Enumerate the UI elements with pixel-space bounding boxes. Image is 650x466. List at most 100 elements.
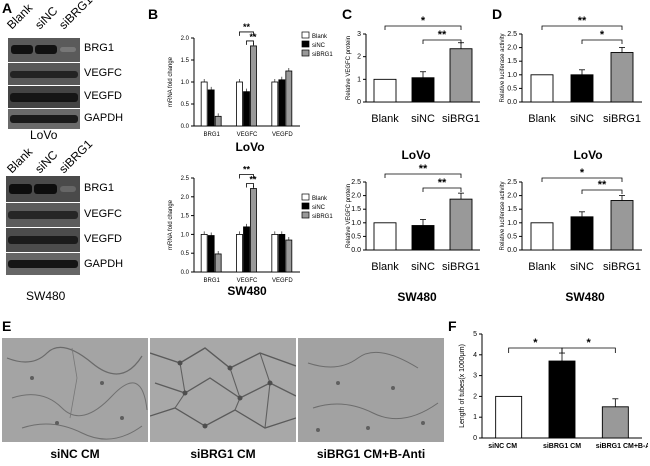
bar bbox=[243, 91, 250, 127]
bar bbox=[495, 395, 523, 439]
significance-marker: * bbox=[421, 15, 426, 27]
y-axis-label: Relative VEGFC protein bbox=[346, 184, 352, 248]
blot-strip-gapdh bbox=[6, 253, 80, 275]
significance-marker: ** bbox=[249, 175, 257, 185]
y-tick-label: 0.5 bbox=[351, 233, 361, 240]
y-tick-label: 2.0 bbox=[351, 193, 361, 200]
x-tick-label: siBRG1 CM bbox=[543, 443, 581, 450]
bar bbox=[236, 81, 243, 127]
bar bbox=[449, 198, 473, 251]
y-tick-label: 0 bbox=[357, 99, 361, 106]
significance-bracket bbox=[581, 39, 623, 44]
significance-marker: ** bbox=[578, 15, 587, 27]
legend-swatch bbox=[301, 49, 310, 57]
y-tick-label: 1.0 bbox=[507, 220, 517, 227]
x-tick-label: VEGFC bbox=[237, 278, 258, 284]
chart-caption: LoVo bbox=[401, 148, 431, 162]
y-axis-label: mRNA fold change bbox=[168, 56, 174, 107]
y-tick-label: 1.0 bbox=[507, 72, 517, 79]
cell-line-label: LoVo bbox=[30, 128, 58, 142]
bar bbox=[373, 222, 397, 251]
bar bbox=[271, 81, 279, 127]
micrograph-caption: siBRG1 CM+B-Anti bbox=[316, 447, 426, 461]
micrograph-texture bbox=[298, 338, 444, 442]
significance-bracket bbox=[541, 177, 623, 182]
bar bbox=[610, 52, 634, 103]
y-axis-label: mRNA fold change bbox=[168, 199, 174, 250]
bar bbox=[250, 188, 257, 273]
y-axis-label: Length of tubes(x 1000μm) bbox=[459, 344, 466, 428]
y-tick-label: 2.0 bbox=[181, 195, 190, 201]
blot-strip-vegfc bbox=[6, 203, 80, 227]
bar bbox=[373, 78, 397, 103]
y-tick-label: 1.5 bbox=[507, 206, 517, 213]
significance-marker: * bbox=[600, 29, 605, 41]
bar bbox=[601, 406, 629, 439]
band-label: VEGFD bbox=[84, 233, 122, 245]
y-tick-label: 0 bbox=[473, 435, 477, 442]
x-tick-label: Blank bbox=[371, 113, 399, 125]
bar bbox=[207, 89, 215, 127]
x-tick-label: Blank bbox=[371, 261, 399, 273]
legend-label: Blank bbox=[312, 196, 328, 202]
y-tick-label: 1.5 bbox=[507, 58, 517, 65]
significance-marker: ** bbox=[419, 163, 428, 175]
x-tick-label: siBRG1 bbox=[603, 261, 641, 273]
band-label: GAPDH bbox=[84, 112, 124, 124]
bar bbox=[214, 115, 222, 127]
bar bbox=[271, 234, 279, 273]
y-tick-label: 1 bbox=[473, 414, 477, 421]
panel-letter-d: D bbox=[492, 6, 503, 22]
bar bbox=[570, 216, 594, 251]
blot-strip-brg1 bbox=[8, 38, 80, 62]
significance-bracket bbox=[246, 183, 254, 188]
significance-bracket bbox=[384, 173, 462, 178]
y-axis-label: Relative VEGFC protein bbox=[346, 36, 352, 100]
y-tick-label: 1.5 bbox=[181, 214, 190, 220]
y-tick-label: 2.0 bbox=[181, 36, 190, 42]
x-tick-label: BRG1 bbox=[203, 278, 220, 284]
x-tick-label: VEGFC bbox=[237, 132, 258, 138]
bar bbox=[243, 226, 250, 273]
chart-caption: SW480 bbox=[227, 284, 267, 298]
legend-label: siBRG1 bbox=[312, 52, 333, 58]
bar bbox=[250, 45, 257, 127]
micrograph-texture bbox=[2, 338, 148, 442]
y-tick-label: 1 bbox=[357, 76, 361, 83]
y-tick-label: 1.0 bbox=[351, 220, 361, 227]
bar bbox=[278, 234, 286, 273]
blot-strip-vegfd bbox=[8, 86, 80, 108]
significance-marker: * bbox=[580, 167, 585, 179]
band-label: VEGFC bbox=[84, 208, 122, 220]
micrograph-caption: siBRG1 CM bbox=[190, 447, 256, 461]
x-tick-label: Blank bbox=[528, 261, 556, 273]
significance-marker: ** bbox=[243, 22, 251, 32]
bar bbox=[411, 77, 435, 103]
x-tick-label: siBRG1 CM+B-Anti bbox=[596, 443, 648, 450]
significance-marker: ** bbox=[438, 29, 447, 41]
legend-label: siBRG1 bbox=[312, 214, 333, 220]
blot-strip-brg1 bbox=[6, 176, 80, 202]
x-tick-label: siNC bbox=[411, 113, 435, 125]
bar bbox=[449, 48, 473, 103]
chart-tube-length: 0 1 2 3 4 5 Length of tubes(x 1000μm) siNC CM si… bbox=[459, 331, 648, 450]
legend-swatch bbox=[301, 211, 310, 219]
chart-caption: SW480 bbox=[565, 290, 605, 304]
bar bbox=[548, 360, 576, 439]
y-tick-label: 2 bbox=[357, 54, 361, 61]
bar bbox=[411, 225, 435, 251]
x-tick-label: siNC CM bbox=[488, 443, 517, 450]
y-tick-label: 0.5 bbox=[181, 102, 190, 108]
significance-bracket bbox=[422, 39, 462, 44]
y-tick-label: 1.5 bbox=[181, 58, 190, 64]
micrograph-sibrg1-cm-b-anti bbox=[298, 338, 444, 442]
bar bbox=[285, 239, 293, 273]
lane-label: siNC bbox=[32, 3, 61, 32]
y-tick-label: 0.0 bbox=[507, 99, 517, 106]
bar bbox=[236, 234, 243, 273]
x-tick-label: Blank bbox=[528, 113, 556, 125]
y-tick-label: 4 bbox=[473, 352, 477, 359]
band-label: BRG1 bbox=[84, 182, 114, 194]
blot-strip-vegfd bbox=[6, 228, 80, 252]
